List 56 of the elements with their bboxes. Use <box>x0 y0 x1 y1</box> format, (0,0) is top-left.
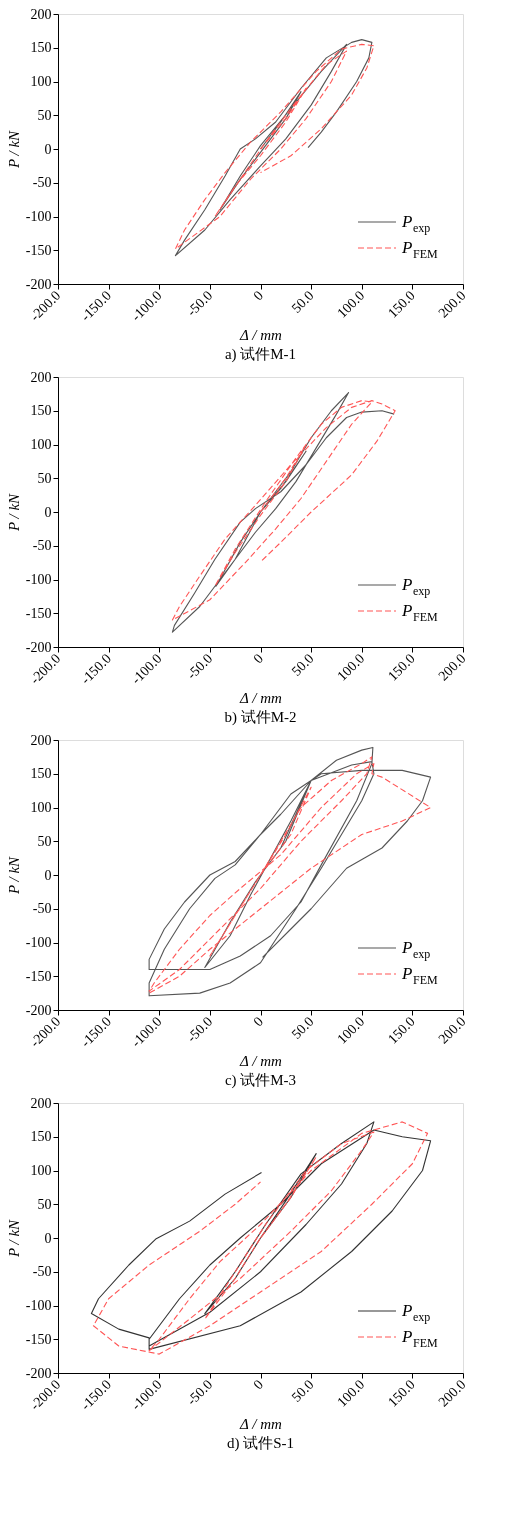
x-tick-label: 50.0 <box>288 650 317 679</box>
y-tick-label: -200 <box>25 276 52 292</box>
y-tick-label: -50 <box>32 901 52 917</box>
y-tick-label: 0 <box>44 504 52 520</box>
y-axis-title: P / kN <box>5 1218 22 1259</box>
y-tick-label: -150 <box>25 605 52 621</box>
y-tick-label: -200 <box>25 1365 52 1381</box>
y-tick-label: 100 <box>30 74 52 89</box>
y-tick-label: 50 <box>37 470 52 486</box>
text: b) 试件M-2 <box>224 708 297 726</box>
y-tick-label: 0 <box>44 1230 52 1246</box>
y-tick-label: 200 <box>30 369 52 385</box>
y-tick-label: -50 <box>32 175 52 191</box>
text: d) 试件S-1 <box>226 1434 295 1452</box>
y-tick-label: 150 <box>30 403 52 419</box>
x-axis-title: Δ / mm <box>239 1053 283 1070</box>
y-axis-title: P / kN <box>5 855 22 896</box>
y-tick-label: 100 <box>30 800 52 815</box>
y-tick-label: -200 <box>25 1002 52 1018</box>
y-tick-label: 200 <box>30 6 52 22</box>
y-tick-label: -150 <box>25 1331 52 1347</box>
y-tick-label: -50 <box>32 1264 52 1280</box>
text: a) 试件M-1 <box>224 345 297 363</box>
y-axis-title: P / kN <box>5 129 22 170</box>
y-tick-label: -50 <box>32 538 52 554</box>
y-tick-label: 50 <box>37 833 52 849</box>
y-tick-label: -150 <box>25 968 52 984</box>
x-tick-label: 50.0 <box>288 287 317 316</box>
y-tick-label: 100 <box>30 437 52 452</box>
x-tick-label: 0 <box>250 650 266 667</box>
y-tick-label: -100 <box>25 1298 52 1313</box>
y-tick-label: 0 <box>44 141 52 157</box>
x-tick-label: 0 <box>250 1376 266 1393</box>
y-tick-label: 50 <box>37 107 52 123</box>
y-tick-label: 150 <box>30 40 52 56</box>
y-tick-label: 50 <box>37 1196 52 1212</box>
y-axis-title: P / kN <box>5 492 22 533</box>
y-tick-label: 200 <box>30 732 52 748</box>
y-tick-label: -100 <box>25 572 52 587</box>
x-tick-label: 50.0 <box>288 1013 317 1042</box>
text: c) 试件M-3 <box>224 1071 297 1089</box>
x-tick-label: 0 <box>250 287 266 304</box>
y-tick-label: 150 <box>30 766 52 782</box>
y-tick-label: 200 <box>30 1095 52 1111</box>
y-tick-label: 100 <box>30 1163 52 1178</box>
x-axis-title: Δ / mm <box>239 1416 283 1433</box>
x-axis-title: Δ / mm <box>239 690 283 707</box>
y-tick-label: -100 <box>25 935 52 950</box>
y-tick-label: -100 <box>25 209 52 224</box>
x-tick-label: 0 <box>250 1013 266 1030</box>
y-tick-label: 150 <box>30 1129 52 1145</box>
y-tick-label: 0 <box>44 867 52 883</box>
x-tick-label: 50.0 <box>288 1376 317 1405</box>
x-axis-title: Δ / mm <box>239 327 283 344</box>
y-tick-label: -150 <box>25 242 52 258</box>
y-tick-label: -200 <box>25 639 52 655</box>
